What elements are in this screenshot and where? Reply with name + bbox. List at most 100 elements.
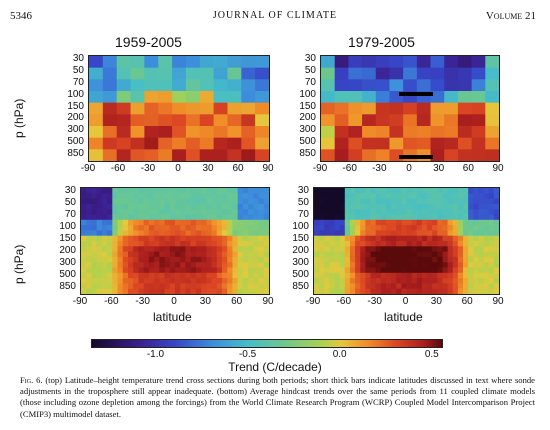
heatmap-cell (81, 188, 87, 194)
heatmap-cell (185, 235, 192, 242)
heatmap-cell (444, 79, 459, 92)
heatmap-cell (185, 79, 201, 92)
colorbar-segment (388, 340, 391, 347)
heatmap-cell (185, 102, 201, 115)
heatmap-cell (375, 283, 382, 290)
heatmap-cell (370, 278, 377, 284)
heatmap-cell (206, 251, 213, 258)
heatmap-cell (101, 235, 108, 242)
heatmap-cell (437, 246, 444, 253)
latitude-tick-label: -90 (72, 296, 88, 307)
pressure-tick-label: 30 (64, 185, 76, 196)
heatmap-cell (159, 267, 166, 274)
heatmap-cell (91, 262, 98, 269)
heatmap-cell (255, 149, 269, 161)
heatmap-cell (138, 214, 145, 221)
heatmap-cell (143, 283, 150, 290)
heatmap-cell (169, 193, 176, 200)
heatmap-cell (488, 267, 495, 274)
heatmap-cell (444, 114, 459, 127)
heatmap-cell (172, 137, 187, 150)
heatmap-cell (457, 126, 473, 139)
heatmap-cell (488, 225, 495, 231)
heatmap-cell (116, 67, 132, 80)
heatmap-cell (154, 203, 160, 210)
heatmap-cell (227, 278, 234, 284)
heatmap-cell (478, 193, 485, 200)
heatmap-cell (375, 267, 382, 274)
pressure-tick-label: 150 (67, 100, 84, 112)
heatmap-cell (457, 137, 473, 150)
colorbar-segment (304, 340, 307, 347)
colorbar-segment (116, 340, 119, 347)
heatmap-cell (96, 246, 103, 253)
heatmap-cell (185, 214, 192, 221)
heatmap-cell (190, 267, 197, 274)
colorbar-segment (106, 340, 109, 347)
heatmap-cell (185, 56, 201, 69)
heatmap-cell (112, 235, 119, 242)
heatmap-cell (201, 288, 207, 294)
latitude-tick-label: -30 (140, 163, 156, 174)
heatmap-cell (488, 283, 495, 290)
heatmap-cell (339, 198, 346, 205)
heatmap-cell (227, 241, 234, 247)
heatmap-cell (334, 251, 341, 258)
heatmap-cell (185, 67, 201, 80)
heatmap-cell (485, 67, 499, 80)
heatmap-cell (101, 251, 108, 258)
heatmap-cell (253, 272, 260, 279)
heatmap-cell (122, 188, 129, 194)
heatmap-cell (401, 193, 408, 200)
heatmap-cell (437, 262, 444, 269)
heatmap-cell (375, 246, 382, 253)
heatmap-cell (255, 91, 269, 104)
heatmap-cell (154, 246, 160, 253)
heatmap-cell (427, 188, 433, 194)
heatmap-cell (237, 188, 244, 194)
heatmap-cell (91, 209, 98, 216)
heatmap-cell (349, 235, 356, 242)
heatmap-cell (96, 283, 103, 290)
heatmap-cell (334, 256, 341, 263)
heatmap-cell (107, 235, 113, 242)
heatmap-cell (447, 267, 454, 274)
heatmap-cell (180, 246, 187, 253)
heatmap-cell (427, 288, 433, 294)
heatmap-cell (365, 288, 372, 294)
heatmap-cell (314, 230, 320, 237)
heatmap-cell (416, 188, 423, 194)
heatmap-cell (437, 235, 444, 242)
heatmap-cell (370, 288, 377, 294)
heatmap-cell (190, 246, 197, 253)
heatmap-cell (355, 283, 361, 290)
heatmap-cell (206, 225, 213, 231)
heatmap-cell (253, 235, 260, 242)
heatmap-cell (158, 126, 173, 139)
heatmap-cell (148, 219, 155, 226)
heatmap-cell (391, 203, 397, 210)
pressure-tick-label: 150 (292, 233, 309, 244)
heatmap-cell (355, 219, 361, 226)
heatmap-cell (144, 102, 159, 115)
heatmap-cell (401, 235, 408, 242)
pressure-tick-label: 150 (299, 100, 316, 112)
heatmap-cell (401, 225, 408, 231)
heatmap-cell (447, 262, 454, 269)
heatmap-cell (143, 198, 150, 205)
heatmap-cell (488, 235, 495, 242)
heatmap-cell (380, 267, 387, 274)
heatmap-cell (401, 278, 408, 284)
heatmap-cell (101, 278, 108, 284)
heatmap-cell (175, 283, 181, 290)
heatmap-cell (180, 267, 187, 274)
heatmap-cell (380, 203, 387, 210)
heatmap-cell (107, 219, 113, 226)
heatmap-cell (329, 198, 336, 205)
heatmap-cell (365, 272, 372, 279)
colorbar-segment (424, 340, 427, 347)
heatmap-cell (391, 251, 397, 258)
heatmap-cell (185, 91, 201, 104)
heatmap-cell (473, 235, 480, 242)
colorbar-segment (438, 340, 441, 347)
